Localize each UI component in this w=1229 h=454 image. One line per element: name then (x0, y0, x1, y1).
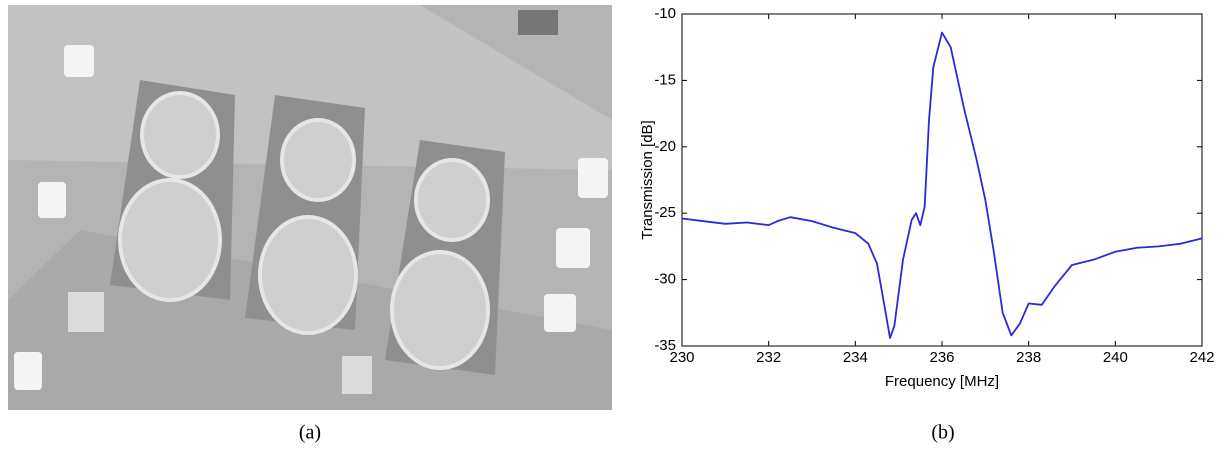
caption: (b) (931, 422, 954, 444)
x-tick-label: 242 (1189, 349, 1214, 366)
y-tick-label: -30 (654, 271, 676, 288)
y-tick-label: -20 (654, 138, 676, 155)
x-tick-label: 232 (756, 349, 781, 366)
x-tick-label: 234 (843, 349, 868, 366)
page: (a) (b) Frequency [MHz] Transmission [dB… (0, 0, 1229, 454)
y-tick-label: -10 (654, 5, 676, 22)
y-tick-label: -35 (654, 337, 676, 354)
x-tick-label: 240 (1103, 349, 1128, 366)
caption: (a) (299, 422, 321, 444)
sem-image (8, 5, 612, 410)
figure: (a) (b) Frequency [MHz] Transmission [dB… (0, 0, 1229, 449)
y-tick-label: -15 (654, 71, 676, 88)
x-axis-label: Frequency [MHz] (885, 373, 999, 390)
x-tick-label: 236 (929, 349, 954, 366)
plot-frame (682, 14, 1202, 346)
y-tick-label: -25 (654, 204, 676, 221)
x-tick-label: 238 (1016, 349, 1041, 366)
